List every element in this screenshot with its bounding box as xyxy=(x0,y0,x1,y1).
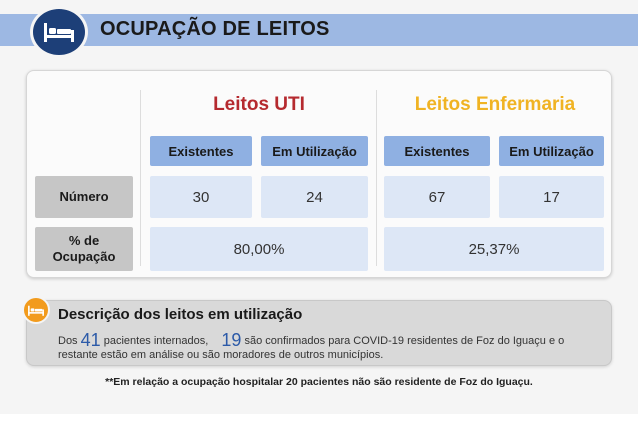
description-title: Descrição dos leitos em utilização xyxy=(58,306,303,323)
bottom-strip xyxy=(0,414,638,421)
description-text-internados: pacientes internados, xyxy=(103,335,209,347)
confirmados-count: 19 xyxy=(221,330,242,350)
header-band xyxy=(0,14,638,46)
column-divider-middle xyxy=(376,90,377,266)
enfermaria-ocupacao: 25,37% xyxy=(384,227,604,271)
description-text-confirmados: são confirmados para COVID-19 residentes… xyxy=(244,335,565,347)
row-label-ocupacao-line1: % de xyxy=(68,233,100,248)
uti-col-utilizacao: Em Utilização xyxy=(261,136,368,166)
enfermaria-col-utilizacao: Em Utilização xyxy=(499,136,604,166)
description-line-2: restante estão em análise ou são morador… xyxy=(58,349,384,361)
enfermaria-title: Leitos Enfermaria xyxy=(414,94,576,115)
enfermaria-col-existentes: Existentes xyxy=(384,136,490,166)
enfermaria-numero-utilizacao: 17 xyxy=(499,176,604,218)
bed-icon xyxy=(44,23,74,42)
uti-numero-existentes: 30 xyxy=(150,176,252,218)
description-text-dos: Dos xyxy=(58,335,78,347)
column-divider-left xyxy=(140,90,141,266)
description-box xyxy=(26,300,612,366)
row-label-ocupacao: % de Ocupação xyxy=(35,227,133,271)
uti-col-existentes: Existentes xyxy=(150,136,252,166)
bed-icon xyxy=(28,305,44,316)
internados-count: 41 xyxy=(80,330,101,350)
row-label-numero: Número xyxy=(35,176,133,218)
uti-ocupacao: 80,00% xyxy=(150,227,368,271)
description-bed-badge xyxy=(22,296,50,324)
uti-title: Leitos UTI xyxy=(213,94,305,115)
header-bed-badge xyxy=(30,6,88,58)
page-title: OCUPAÇÃO DE LEITOS xyxy=(100,18,330,40)
uti-numero-utilizacao: 24 xyxy=(261,176,368,218)
footnote: **Em relação a ocupação hospitalar 20 pa… xyxy=(105,376,533,388)
enfermaria-numero-existentes: 67 xyxy=(384,176,490,218)
description-line-1: Dos 41 pacientes internados, 19 são conf… xyxy=(58,330,564,351)
row-label-ocupacao-line2: Ocupação xyxy=(52,249,116,264)
